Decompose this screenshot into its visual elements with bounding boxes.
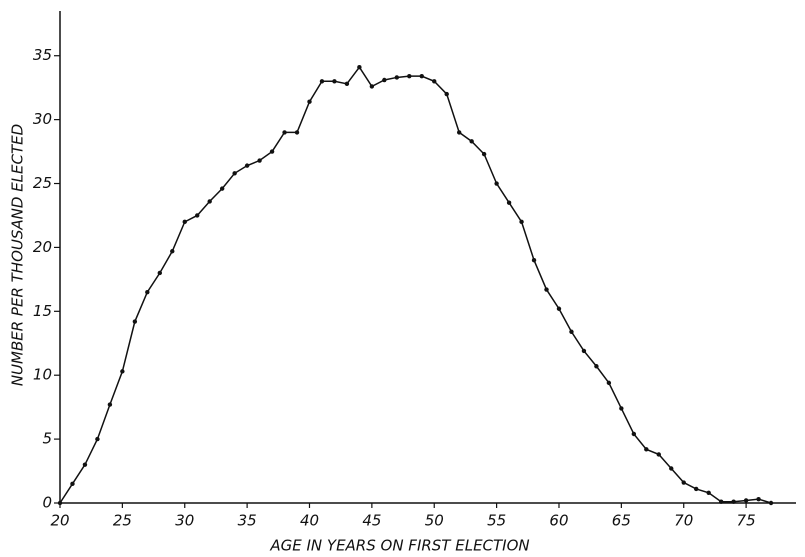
x-tick-label: 40 [300, 512, 319, 530]
x-tick-label: 60 [549, 512, 568, 530]
data-point [481, 151, 487, 157]
data-point [294, 130, 300, 135]
data-point [95, 436, 100, 442]
data-point [544, 287, 549, 292]
data-point [394, 75, 400, 80]
data-point [656, 452, 661, 457]
x-tick-label: 55 [487, 512, 506, 530]
data-point [157, 270, 162, 276]
data-line [59, 65, 772, 504]
data-point [619, 406, 624, 411]
data-point [207, 199, 212, 204]
data-point [706, 490, 711, 495]
data-point [382, 77, 387, 83]
data-point [519, 219, 524, 225]
x-tick-label: 45 [362, 512, 381, 530]
data-point [756, 496, 761, 502]
y-tick-label: 10 [33, 366, 52, 384]
data-point [120, 369, 125, 374]
data-point [219, 186, 225, 191]
data-point [718, 499, 724, 504]
data-point [594, 364, 599, 369]
data-point [694, 486, 699, 492]
y-tick-label: 30 [33, 110, 52, 128]
data-point [669, 466, 674, 471]
data-point [581, 348, 587, 354]
data-point [170, 249, 175, 254]
data-point [307, 99, 312, 104]
data-point [419, 73, 424, 79]
data-point [407, 73, 412, 79]
data-point [269, 149, 275, 154]
data-point [631, 431, 637, 437]
data-point [195, 213, 200, 218]
y-tick-label: 15 [33, 302, 52, 320]
data-point [432, 79, 437, 84]
y-tick-label: 20 [33, 238, 52, 256]
x-tick-label: 25 [113, 512, 132, 530]
data-point [107, 402, 113, 407]
y-axis-label: NUMBER PER THOUSAND ELECTED [9, 124, 27, 386]
data-point [344, 81, 350, 87]
data-point [469, 139, 474, 144]
x-axis-label: AGE IN YEARS ON FIRST ELECTION [269, 537, 529, 555]
y-tick-label: 0 [42, 494, 52, 512]
data-point [132, 319, 138, 324]
x-tick-label: 35 [238, 512, 257, 530]
x-tick-label: 65 [612, 512, 631, 530]
data-point [506, 200, 512, 205]
data-point [244, 163, 250, 168]
data-point [531, 257, 537, 263]
data-point [494, 181, 499, 186]
data-point [606, 380, 612, 386]
data-point [282, 130, 287, 135]
x-tick-label: 50 [425, 512, 444, 530]
data-point [82, 462, 88, 467]
data-point [768, 500, 774, 506]
y-tick-label: 35 [33, 46, 52, 64]
data-point [456, 130, 462, 135]
data-point [319, 79, 325, 84]
data-point [57, 500, 63, 506]
data-point [232, 171, 237, 176]
data-point [145, 289, 150, 295]
data-point [182, 219, 187, 225]
x-tick-label: 75 [737, 512, 756, 530]
data-point [444, 91, 449, 97]
data-point [681, 480, 686, 485]
data-point [556, 306, 562, 311]
x-tick-label: 30 [175, 512, 194, 530]
data-point [644, 447, 649, 452]
x-tick-label: 70 [674, 512, 693, 530]
data-point [332, 79, 337, 84]
data-point [569, 329, 574, 334]
data-point [369, 84, 375, 89]
data-point [743, 498, 749, 503]
data-point [70, 481, 75, 487]
y-tick-label: 5 [42, 430, 52, 448]
y-tick-label: 25 [33, 174, 52, 192]
data-point [257, 158, 262, 163]
data-point [731, 499, 736, 504]
data-point [357, 65, 362, 70]
x-tick-label: 20 [50, 512, 69, 530]
